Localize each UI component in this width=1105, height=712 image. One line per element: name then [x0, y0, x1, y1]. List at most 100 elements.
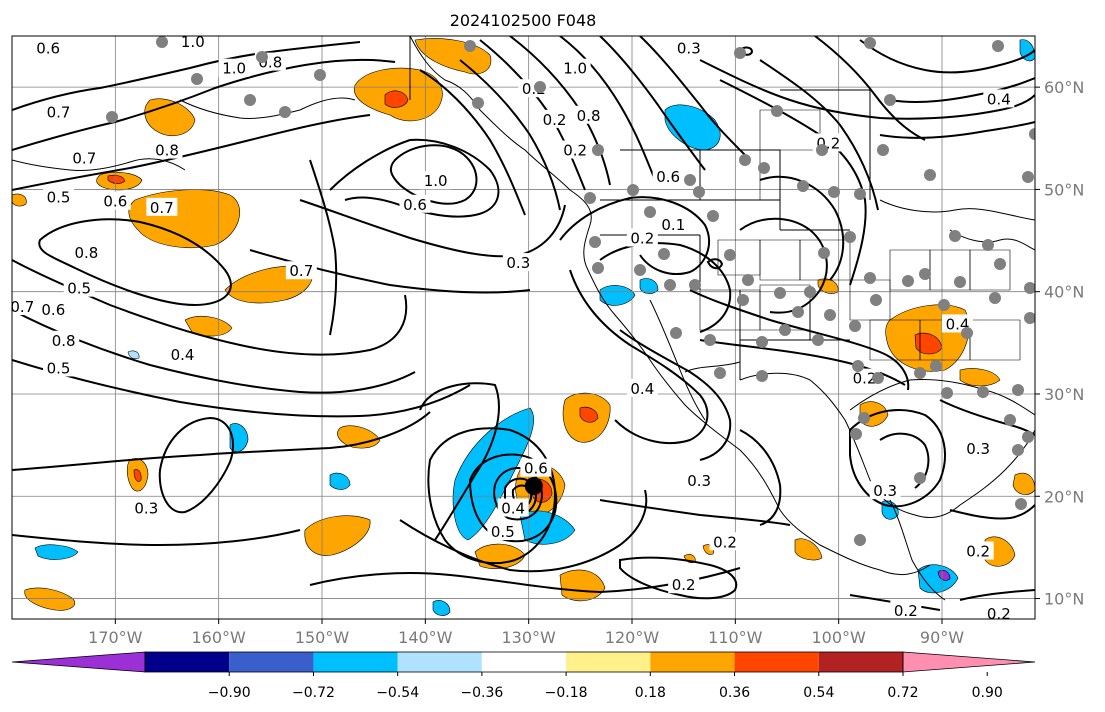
contour-label-bg	[849, 368, 880, 387]
colorbar-tick-label: 0.72	[887, 685, 918, 701]
contour-label: 0.6	[36, 39, 60, 57]
contour-label-bg	[130, 498, 162, 517]
contour-label-bg	[487, 522, 519, 541]
contour-label: 0.4	[501, 500, 525, 518]
contour-label: 0.6	[656, 168, 680, 186]
contour-label: 0.2	[894, 602, 918, 620]
contour-label-bg	[43, 102, 74, 121]
contour-label-bg	[151, 140, 183, 159]
contour-label-bg	[869, 481, 901, 500]
contour-label: 0.4	[987, 90, 1011, 108]
colorbar-lower-extension	[11, 651, 146, 673]
colorbar-frame	[144, 651, 904, 673]
contour-label-bg	[99, 191, 131, 210]
lat-tick-label: 30°N	[1044, 385, 1084, 404]
contour-label: 0.7	[289, 262, 313, 280]
contour-label: 0.8	[52, 332, 76, 350]
contour-label: 0.2	[543, 111, 567, 129]
colorbar-tick-label: −0.72	[292, 685, 335, 701]
contour-label: 0.8	[74, 244, 98, 262]
contour-label: 0.3	[134, 500, 158, 518]
contour-label: 0.3	[873, 482, 897, 500]
contour-label: 0.2	[563, 142, 587, 160]
observation-dots	[106, 36, 1035, 546]
contour-label: 0.2	[987, 605, 1011, 623]
colorbar-tick-label: −0.90	[208, 685, 251, 701]
map-panel: 0.6 1.00.80.70.7 0.80.5 0.6 0.70.80.70.50.7 0…	[10, 35, 1084, 647]
contour-label-bg	[983, 603, 1015, 619]
contour-label-bg	[177, 36, 209, 51]
contour-label-bg	[63, 278, 95, 297]
contour-label-bg	[520, 458, 552, 477]
lon-tick-label: 170°W	[88, 628, 143, 647]
colorbar-tick-label: 0.36	[719, 685, 750, 701]
colorbar-segment	[566, 652, 651, 672]
contour-label: 0.5	[47, 189, 71, 207]
contour-labels: 0.6 1.00.80.70.7 0.80.5 0.6 0.70.80.70.50.7 0…	[10, 36, 1015, 623]
colorbar-tick-label: 0.54	[803, 685, 834, 701]
contour-label-bg	[497, 498, 529, 517]
contour-label: 0.4	[630, 380, 654, 398]
contour-label: 1.0	[222, 60, 246, 78]
contour-label-bg	[43, 187, 74, 206]
contour-label: 0.5	[47, 359, 71, 377]
contour-label-bg	[218, 58, 250, 77]
colorbar-segment	[145, 652, 230, 672]
storm-center-marker	[524, 477, 543, 496]
colorbar-segment	[313, 652, 398, 672]
colorbar-segment	[397, 652, 482, 672]
contour-label-bg	[68, 148, 100, 167]
negative-anomaly-patches	[34, 39, 1035, 616]
contour-label: 0.2	[966, 542, 990, 560]
contour-label: 0.6	[103, 193, 127, 211]
lat-lon-grid	[12, 36, 1035, 619]
contour-label-bg	[962, 439, 994, 458]
contour-label: 0.6	[403, 196, 427, 214]
colorbar-segment	[229, 652, 314, 672]
contour-label: 0.7	[47, 104, 71, 122]
contour-label: 0.8	[577, 107, 601, 125]
contour-label-bg	[983, 89, 1015, 108]
colorbar-tick-label: −0.36	[460, 685, 503, 701]
colorbar-tick-label: −0.54	[376, 685, 419, 701]
contour-label: 0.3	[677, 39, 701, 57]
lon-tick-label: 100°W	[811, 628, 866, 647]
colorbar-segment	[650, 652, 735, 672]
contour-label: 0.3	[966, 440, 990, 458]
contour-label-bg	[167, 345, 198, 364]
lat-tick-label: 60°N	[1044, 78, 1084, 97]
coastlines-and-borders	[12, 36, 1035, 601]
contour-label: 0.5	[67, 280, 91, 298]
contour-label-bg	[559, 140, 591, 159]
contour-label: 0.7	[10, 298, 34, 316]
contour-label-bg	[573, 105, 605, 124]
longitude-axis: 170°W 160°W 150°W 140°W 130°W 120°W 110°W 100°W…	[88, 619, 964, 647]
contour-label: 0.6	[524, 460, 548, 478]
contour-label: 0.7	[72, 150, 96, 168]
lon-tick-label: 120°W	[605, 628, 660, 647]
contour-label: 1.0	[563, 60, 587, 78]
contour-label-bg	[652, 167, 684, 186]
contour-label-bg	[962, 541, 994, 560]
contour-label-bg	[43, 358, 74, 377]
lat-tick-label: 20°N	[1044, 487, 1084, 506]
colorbar: −0.90 −0.72 −0.54 −0.36 −0.18 0.18 0.36 0.54 0.7…	[11, 651, 1036, 701]
map-title: 2024102500 F048	[450, 11, 597, 30]
lon-tick-label: 90°W	[920, 628, 964, 647]
contour-label: 0.4	[171, 346, 195, 364]
colorbar-segment	[481, 652, 567, 672]
contour-label: 0.1	[661, 216, 685, 234]
contour-label: 0.2	[672, 576, 696, 594]
lon-tick-label: 110°W	[708, 628, 763, 647]
colorbar-tick-label: −0.18	[545, 685, 588, 701]
latitude-axis: 10°N 20°N 30°N 40°N 50°N 60°N	[1035, 78, 1084, 609]
contour-label-bg	[709, 532, 741, 551]
contour-label-bg	[502, 253, 534, 272]
colorbar-upper-extension	[902, 651, 1036, 673]
contour-label: 0.3	[506, 254, 530, 272]
colorbar-tick-label: 0.18	[635, 685, 666, 701]
contour-label-bg	[626, 228, 658, 247]
colorbar-segment	[818, 652, 903, 672]
lon-tick-label: 140°W	[398, 628, 453, 647]
contour-label: 0.2	[853, 370, 877, 388]
